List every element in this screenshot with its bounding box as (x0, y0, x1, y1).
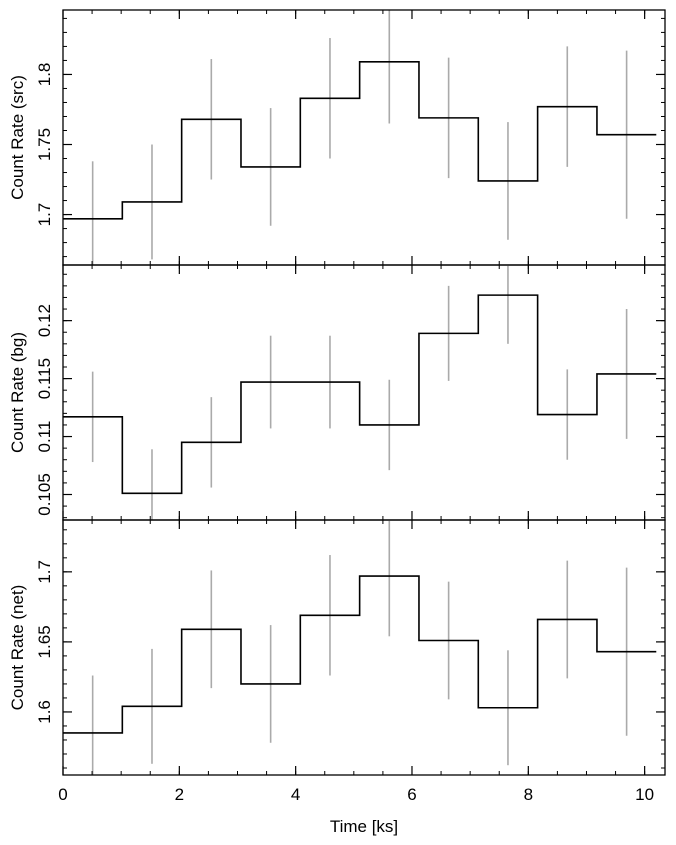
x-tick-label: 2 (175, 785, 184, 804)
panel-frame (62, 519, 666, 776)
y-axis-label: Count Rate (net) (8, 585, 27, 711)
step-line-series (63, 575, 657, 734)
y-axis-label: Count Rate (src) (8, 75, 27, 200)
panel-src: 1.7 1.75 1.8 Count Rate (src) (8, 9, 666, 266)
y-tick-label: 1.7 (35, 203, 54, 227)
panel-net: 1.6 1.65 1.7 Count Rate (net) 0 2 4 6 8 10 Time [k… (8, 519, 666, 836)
panel-bg: 0.105 0.11 0.115 0.12 Count Rate (bg) (8, 264, 666, 521)
y-tick-label: 0.12 (35, 304, 54, 337)
y-tick-label: 1.7 (35, 560, 54, 584)
x-axis-label: Time [ks] (330, 817, 398, 836)
y-tick-label: 1.6 (35, 700, 54, 724)
panel-frame (62, 9, 666, 266)
y-tick-label: 0.105 (35, 473, 54, 516)
x-tick-label: 0 (58, 785, 67, 804)
step-line-series (63, 294, 657, 495)
y-axis-label: Count Rate (bg) (8, 332, 27, 453)
panel-frame (62, 264, 666, 521)
step-line-series (63, 61, 657, 220)
x-tick-label: 10 (635, 785, 654, 804)
y-tick-label: 0.115 (35, 358, 54, 399)
x-tick-label: 8 (524, 785, 533, 804)
y-tick-label: 1.75 (35, 128, 54, 161)
x-tick-label: 6 (407, 785, 416, 804)
y-tick-label: 1.65 (35, 625, 54, 658)
y-tick-label: 1.8 (35, 63, 54, 87)
y-tick-label: 0.11 (35, 421, 54, 453)
x-tick-label: 4 (291, 785, 300, 804)
